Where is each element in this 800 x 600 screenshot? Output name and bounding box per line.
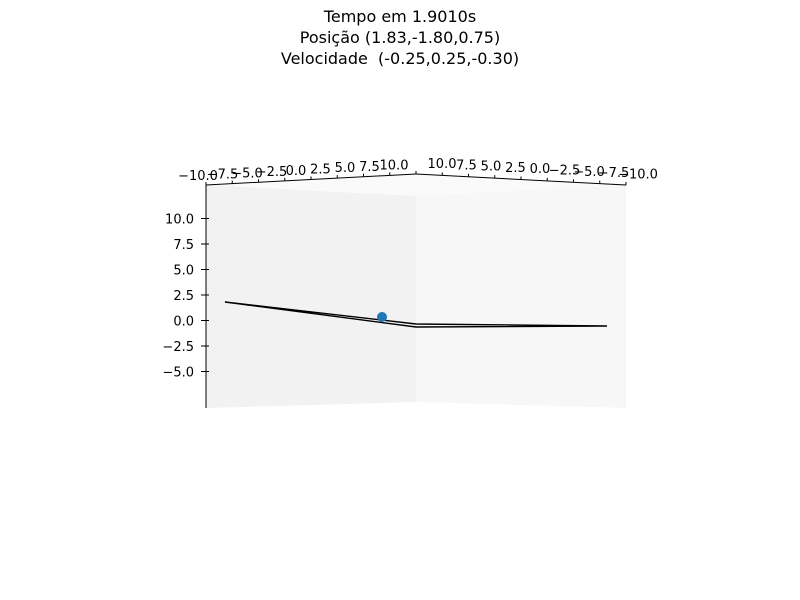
z-axis-ticks: −5.0 −2.5 0.0 2.5 5.0 7.5 10.0 bbox=[162, 213, 209, 381]
title-line-time: Tempo em 1.9010s bbox=[323, 7, 477, 26]
title-line-position: Posição (1.83,-1.80,0.75) bbox=[299, 28, 501, 47]
title-line-velocity: Velocidade (-0.25,0.25,-0.30) bbox=[280, 49, 520, 68]
y-tick-label: −7.5 bbox=[598, 166, 630, 181]
y-tick-label: 10.0 bbox=[428, 157, 457, 172]
z-tick-label: 7.5 bbox=[173, 238, 194, 253]
y-tick-label: 0.0 bbox=[530, 162, 551, 177]
y-tick-label: −2.5 bbox=[549, 164, 581, 179]
particle-point bbox=[377, 312, 387, 322]
y-axis-ticks: 10.0 7.5 5.0 2.5 0.0−2.5−5.0−7.5−10.0 bbox=[415, 157, 658, 185]
x-tick-label: −7.5 bbox=[207, 168, 239, 183]
z-tick-label: 10.0 bbox=[165, 213, 194, 228]
z-tick-label: 2.5 bbox=[173, 289, 194, 304]
y-tick-label: −5.0 bbox=[573, 165, 605, 180]
y-tick-label: 2.5 bbox=[505, 161, 526, 176]
x-axis-ticks: −10.0−7.5−5.0−2.50.0 2.5 5.0 7.5 10.0 bbox=[178, 159, 417, 185]
y-tick-label: −10.0 bbox=[618, 167, 658, 182]
pane-right bbox=[416, 185, 626, 408]
chart-title: Tempo em 1.9010s Posição (1.83,-1.80,0.7… bbox=[0, 6, 800, 69]
z-tick-label: 5.0 bbox=[173, 264, 194, 279]
y-tick-label: 5.0 bbox=[481, 160, 502, 175]
x-tick-label: 0.0 bbox=[286, 164, 307, 179]
x-tick-label: 5.0 bbox=[335, 161, 356, 176]
x-tick-label: −5.0 bbox=[231, 166, 263, 181]
pane-left bbox=[206, 185, 416, 408]
x-tick-label: −2.5 bbox=[256, 165, 288, 180]
z-tick-label: −2.5 bbox=[162, 340, 194, 355]
y-tick-label: 7.5 bbox=[456, 158, 477, 173]
x-tick-label: 10.0 bbox=[380, 159, 409, 174]
surface-line bbox=[224, 301, 608, 328]
x-tick-label: 7.5 bbox=[359, 160, 380, 175]
z-tick-label: 0.0 bbox=[173, 315, 194, 330]
x-tick-label: −10.0 bbox=[178, 169, 218, 184]
x-tick-label: 2.5 bbox=[310, 163, 331, 178]
z-tick-label: −5.0 bbox=[162, 366, 194, 381]
